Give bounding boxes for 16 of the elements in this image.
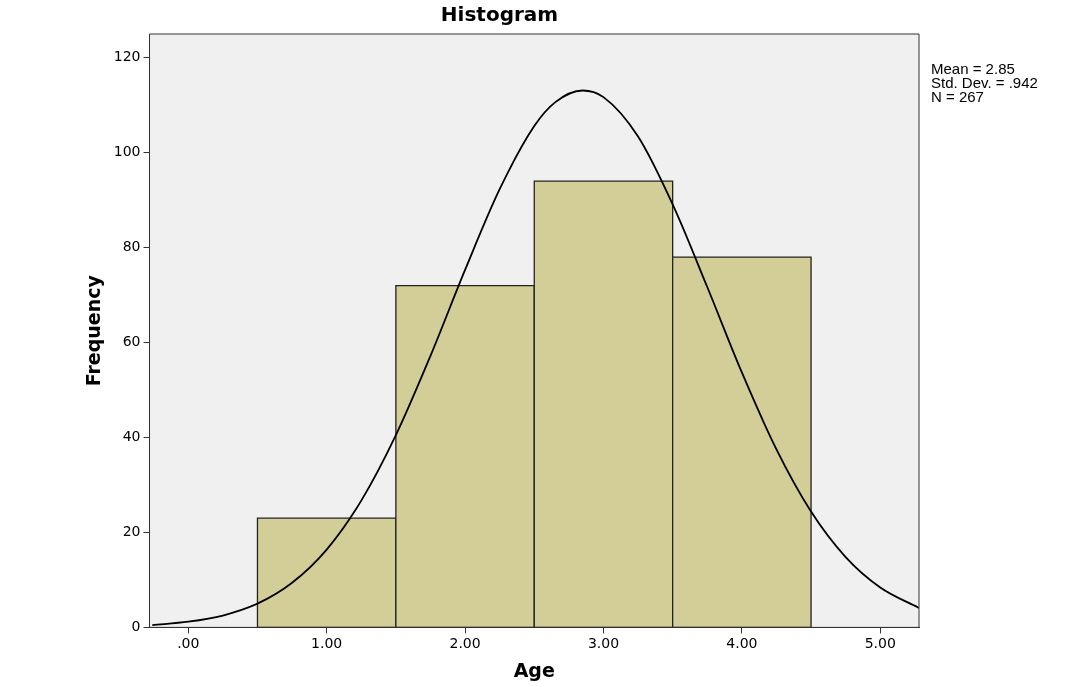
x-tick-label: 2.00	[449, 635, 481, 652]
y-tick-label: 100	[113, 143, 141, 160]
x-tick-label: .00	[177, 635, 200, 652]
x-tick-label: 3.00	[587, 635, 620, 652]
y-tick-label: 80	[122, 238, 141, 255]
y-tick-label: 20	[122, 523, 141, 540]
y-tick-label: 40	[122, 428, 141, 445]
y-tick-label: 0	[131, 618, 141, 635]
chart-title: Histogram	[440, 2, 559, 27]
x-tick-label: 1.00	[311, 635, 343, 652]
y-axis-title: Frequency	[82, 274, 105, 387]
x-tick-label: 5.00	[864, 635, 896, 652]
y-tick-label: 120	[113, 48, 141, 65]
x-axis-title: Age	[513, 658, 555, 681]
y-tick-label: 60	[122, 333, 141, 350]
x-tick-label: 4.00	[726, 635, 758, 652]
